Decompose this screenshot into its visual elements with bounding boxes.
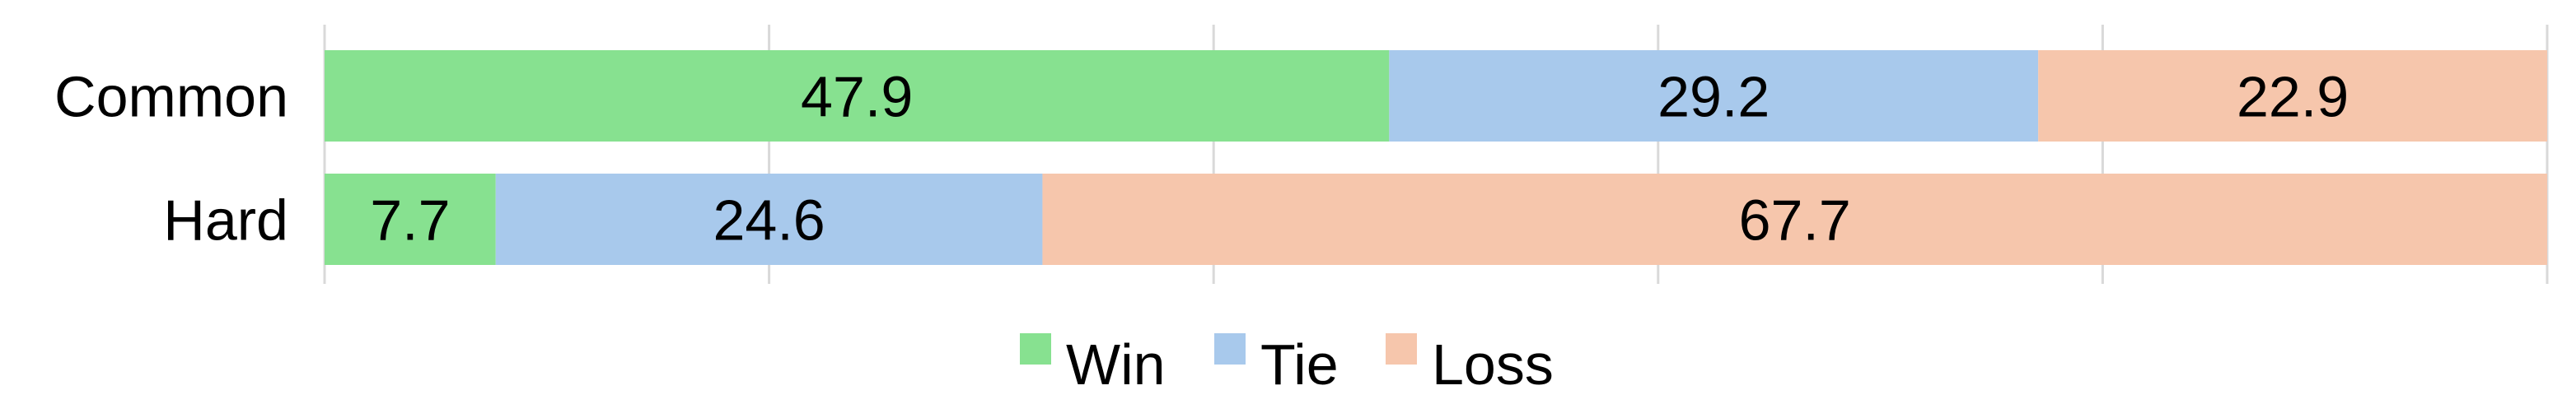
data-label: 47.9 — [801, 65, 913, 129]
bar-tie-hard — [495, 174, 1043, 265]
category-label-hard: Hard — [163, 188, 288, 253]
legend-swatch-tie — [1214, 333, 1246, 365]
bar-loss-common — [2038, 50, 2547, 142]
legend: Win Tie Loss — [1020, 332, 1554, 397]
bar-loss-hard — [1042, 174, 2547, 265]
bars: 47.9 29.2 22.9 7.7 24.6 67.7 — [325, 50, 2547, 265]
data-label: 67.7 — [1739, 188, 1851, 253]
legend-label-tie: Tie — [1260, 332, 1339, 397]
legend-label-loss: Loss — [1432, 332, 1554, 397]
category-labels: Common Hard — [54, 65, 288, 253]
bar-tie-common — [1389, 50, 2039, 142]
legend-label-win: Win — [1066, 332, 1166, 397]
bar-win-common — [325, 50, 1390, 142]
legend-swatch-win — [1020, 333, 1051, 365]
data-label: 22.9 — [2237, 65, 2349, 129]
data-label: 24.6 — [713, 188, 825, 253]
data-label: 29.2 — [1657, 65, 1770, 129]
legend-swatch-loss — [1386, 333, 1417, 365]
bar-win-hard — [325, 174, 496, 265]
data-label: 7.7 — [370, 188, 450, 253]
category-label-common: Common — [54, 65, 288, 129]
